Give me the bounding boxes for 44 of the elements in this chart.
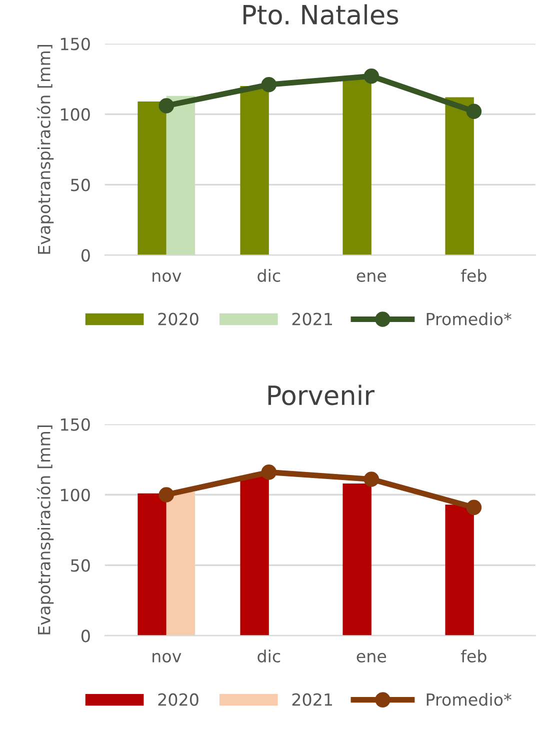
y-tick-label: 150 xyxy=(61,38,90,50)
x-tick-label: ene xyxy=(356,652,386,662)
x-tick-label: dic xyxy=(258,650,280,662)
point xyxy=(158,98,174,114)
bar xyxy=(240,476,269,636)
legend-label: Promedio* xyxy=(426,312,512,326)
point xyxy=(261,76,277,92)
bar xyxy=(342,78,372,256)
legend-label: 2021 xyxy=(292,693,332,706)
x-tick-label: nov xyxy=(152,272,182,282)
point xyxy=(466,104,482,120)
x-tick-label: dic xyxy=(258,269,280,282)
point xyxy=(364,68,380,84)
legend-label: 2020 xyxy=(158,312,198,326)
bar xyxy=(445,504,474,636)
bar xyxy=(240,86,269,256)
y-tick-label: 150 xyxy=(61,418,90,431)
y-axis-title: Evapotranspiración [mm] xyxy=(36,426,54,634)
bar xyxy=(138,102,166,256)
chart-title: Porvenir xyxy=(268,384,375,406)
bar xyxy=(342,483,372,636)
y-tick-label: 0 xyxy=(81,249,90,262)
point xyxy=(466,500,482,516)
legend-label: 2020 xyxy=(158,693,198,706)
y-axis-title: Evapotranspiración [mm] xyxy=(36,44,54,254)
bar xyxy=(138,493,166,636)
point xyxy=(261,464,277,480)
bar xyxy=(445,97,474,256)
x-tick-label: ene xyxy=(356,272,386,282)
bar xyxy=(166,492,196,636)
point xyxy=(158,487,174,502)
y-tick-label: 50 xyxy=(71,559,90,572)
chart-title: Pto. Natales xyxy=(244,4,398,25)
y-tick-label: 0 xyxy=(81,630,90,642)
bar xyxy=(166,96,196,256)
x-tick-label: feb xyxy=(460,269,486,282)
x-tick-label: nov xyxy=(152,652,182,662)
x-tick-label: feb xyxy=(460,650,486,662)
point xyxy=(364,472,380,487)
legend-label: Promedio* xyxy=(426,692,512,706)
y-tick-label: 50 xyxy=(71,178,90,192)
y-tick-label: 100 xyxy=(61,108,90,121)
y-tick-label: 100 xyxy=(61,488,90,502)
legend-label: 2021 xyxy=(292,312,332,326)
